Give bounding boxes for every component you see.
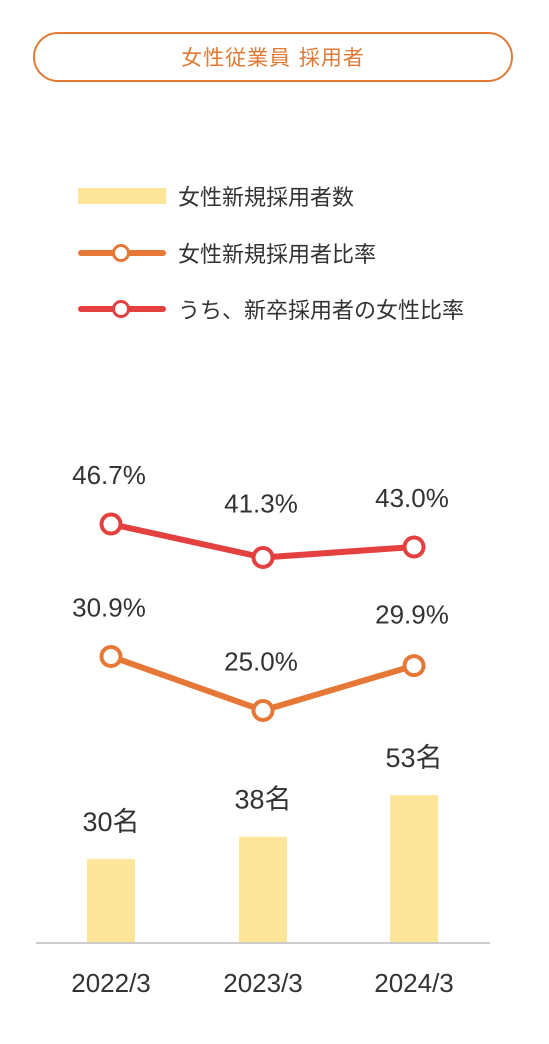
bar-data-label: 38名	[234, 785, 291, 815]
line-data-label: 29.9%	[375, 600, 449, 630]
bar	[239, 836, 287, 942]
legend-swatch-bar	[78, 188, 166, 204]
legend-item-red-line: うち、新卒採用者の女性比率	[78, 293, 464, 325]
line-data-label: 43.0%	[375, 483, 449, 513]
legend-item-orange-line: 女性新規採用者比率	[78, 237, 376, 269]
legend-swatch-orange-line	[78, 244, 166, 262]
data-point	[251, 699, 275, 722]
data-point	[251, 546, 275, 569]
bar	[87, 858, 135, 942]
x-tick-label: 2022/3	[71, 968, 151, 998]
x-tick-label: 2024/3	[374, 968, 454, 998]
legend-swatch-red-line	[78, 300, 166, 318]
line-data-label: 30.9%	[72, 593, 146, 623]
line-data-label: 41.3%	[224, 489, 298, 519]
legend-label: 女性新規採用者数	[178, 186, 355, 211]
data-point	[99, 645, 123, 669]
data-point	[402, 654, 426, 678]
legend-label: 女性新規採用者比率	[178, 243, 377, 268]
bar	[390, 795, 438, 942]
bar-data-label: 30名	[82, 807, 139, 837]
legend-item-bar-count: 女性新規採用者数	[78, 180, 354, 212]
x-tick-label: 2023/3	[223, 968, 303, 998]
chart-title: 女性従業員 採用者	[33, 32, 513, 82]
legend-label: うち、新卒採用者の女性比率	[178, 299, 465, 324]
line-data-label: 46.7%	[72, 460, 146, 490]
bar-data-label: 53名	[385, 743, 442, 773]
line-data-label: 25.0%	[224, 647, 298, 677]
data-point	[99, 512, 123, 536]
data-point	[402, 535, 426, 559]
